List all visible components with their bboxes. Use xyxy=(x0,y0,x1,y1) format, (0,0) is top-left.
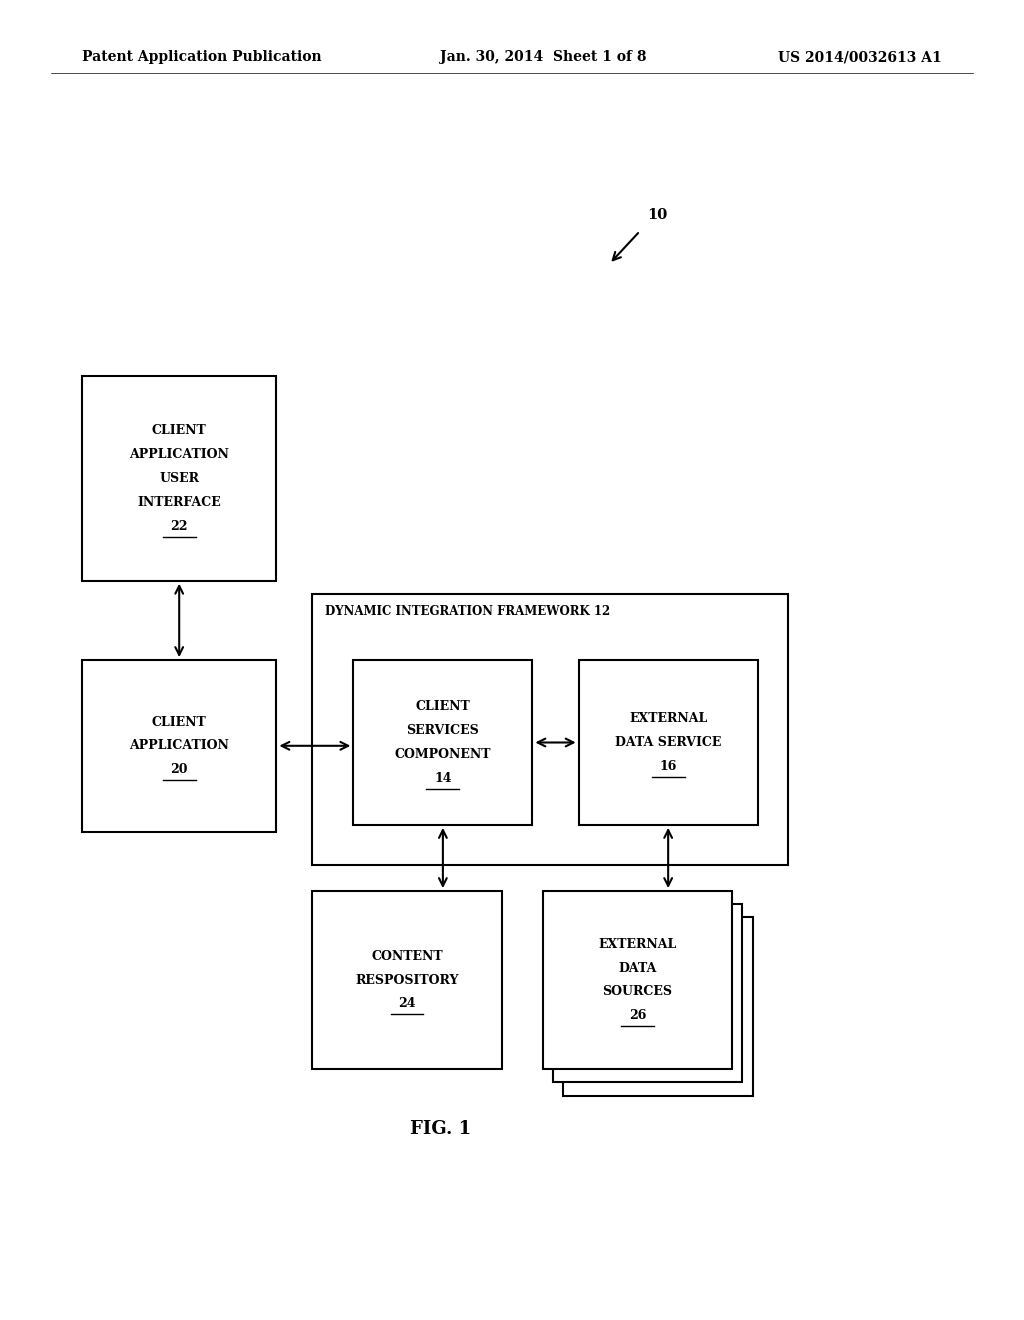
Bar xyxy=(312,594,788,865)
Text: SOURCES: SOURCES xyxy=(602,986,673,998)
Bar xyxy=(312,891,502,1069)
Text: FIG. 1: FIG. 1 xyxy=(410,1119,471,1138)
Text: 16: 16 xyxy=(659,760,677,772)
Bar xyxy=(553,904,742,1082)
Text: CLIENT: CLIENT xyxy=(152,715,207,729)
Text: US 2014/0032613 A1: US 2014/0032613 A1 xyxy=(778,50,942,65)
Text: EXTERNAL: EXTERNAL xyxy=(629,713,708,725)
Bar xyxy=(82,660,276,832)
Text: USER: USER xyxy=(159,473,200,484)
Text: 24: 24 xyxy=(398,998,416,1010)
Text: 14: 14 xyxy=(434,772,452,784)
Bar xyxy=(353,660,532,825)
Text: 20: 20 xyxy=(170,763,188,776)
Text: CONTENT: CONTENT xyxy=(372,950,442,962)
Text: Patent Application Publication: Patent Application Publication xyxy=(82,50,322,65)
Text: DATA SERVICE: DATA SERVICE xyxy=(615,737,721,748)
Text: DYNAMIC INTEGRATION FRAMEWORK 12: DYNAMIC INTEGRATION FRAMEWORK 12 xyxy=(325,605,610,618)
Bar xyxy=(579,660,758,825)
Text: INTERFACE: INTERFACE xyxy=(137,496,221,508)
Text: 22: 22 xyxy=(170,520,188,532)
Text: COMPONENT: COMPONENT xyxy=(394,748,492,760)
Text: 10: 10 xyxy=(647,207,668,222)
Text: EXTERNAL: EXTERNAL xyxy=(598,939,677,950)
Text: CLIENT: CLIENT xyxy=(416,701,470,713)
Text: APPLICATION: APPLICATION xyxy=(129,739,229,752)
Bar xyxy=(563,917,753,1096)
Bar xyxy=(543,891,732,1069)
Text: 26: 26 xyxy=(629,1010,646,1022)
Text: DATA: DATA xyxy=(618,962,656,974)
Text: SERVICES: SERVICES xyxy=(407,725,479,737)
Bar xyxy=(82,376,276,581)
Text: Jan. 30, 2014  Sheet 1 of 8: Jan. 30, 2014 Sheet 1 of 8 xyxy=(440,50,647,65)
Text: APPLICATION: APPLICATION xyxy=(129,449,229,461)
Text: RESPOSITORY: RESPOSITORY xyxy=(355,974,459,986)
Text: CLIENT: CLIENT xyxy=(152,425,207,437)
